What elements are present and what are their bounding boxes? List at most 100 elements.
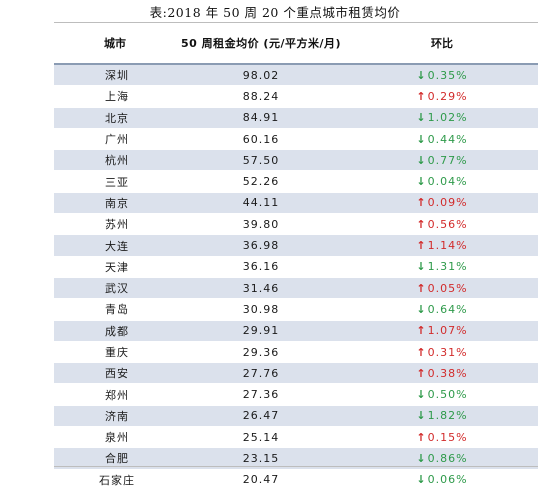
change-value: ↑ 1.07% xyxy=(416,324,467,337)
price-cell: 31.46 xyxy=(242,281,280,295)
change-value: ↑ 0.31% xyxy=(416,346,467,359)
change-cell: ↑ 0.05% xyxy=(346,282,538,295)
table-row: 大连 36.98 ↑ 1.14% xyxy=(54,235,538,257)
price-cell: 26.47 xyxy=(242,409,280,423)
change-value: ↑ 0.56% xyxy=(416,218,467,231)
arrow-down-icon: ↓ xyxy=(416,132,426,146)
table-row: 青岛 30.98 ↓ 0.64% xyxy=(54,299,538,321)
city-cell: 北京 xyxy=(105,111,129,125)
arrow-up-icon: ↑ xyxy=(416,281,426,295)
change-cell: ↑ 0.09% xyxy=(346,196,538,209)
table-row: 西安 27.76 ↑ 0.38% xyxy=(54,363,538,385)
city-cell: 三亚 xyxy=(105,175,129,189)
table-row: 三亚 52.26 ↓ 0.04% xyxy=(54,171,538,193)
change-value: ↑ 0.09% xyxy=(416,196,467,209)
change-cell: ↓ 1.31% xyxy=(346,260,538,273)
price-cell: 52.26 xyxy=(242,175,280,189)
city-cell: 杭州 xyxy=(105,154,129,168)
table-row: 石家庄 20.47 ↓ 0.06% xyxy=(54,469,538,491)
arrow-down-icon: ↓ xyxy=(416,260,426,274)
change-value: ↓ 0.77% xyxy=(416,154,467,167)
change-cell: ↑ 1.14% xyxy=(346,239,538,252)
change-cell: ↑ 0.56% xyxy=(346,218,538,231)
city-cell: 广州 xyxy=(105,133,129,147)
arrow-down-icon: ↓ xyxy=(416,153,426,167)
arrow-up-icon: ↑ xyxy=(416,196,426,210)
table-header-row: 城市 50 周租金均价 (元/平方米/月) 环比 xyxy=(54,23,538,65)
change-percent: 1.07% xyxy=(427,324,468,338)
change-value: ↑ 1.14% xyxy=(416,239,467,252)
change-value: ↑ 0.29% xyxy=(416,90,467,103)
header-change: 环比 xyxy=(431,37,453,50)
price-cell: 88.24 xyxy=(242,89,280,103)
change-cell: ↑ 0.29% xyxy=(346,90,538,103)
city-cell: 合肥 xyxy=(105,452,129,466)
city-cell: 大连 xyxy=(105,239,129,253)
change-cell: ↓ 1.02% xyxy=(346,111,538,124)
price-cell: 57.50 xyxy=(242,153,280,167)
city-cell: 郑州 xyxy=(105,388,129,402)
table-row: 杭州 57.50 ↓ 0.77% xyxy=(54,150,538,172)
change-value: ↓ 0.86% xyxy=(416,452,467,465)
arrow-up-icon: ↑ xyxy=(416,324,426,338)
rent-table: 城市 50 周租金均价 (元/平方米/月) 环比 深圳 98.02 ↓ 0.35% 上海… xyxy=(54,22,538,491)
price-cell: 84.91 xyxy=(242,111,280,125)
change-value: ↓ 0.44% xyxy=(416,133,467,146)
table-row: 南京 44.11 ↑ 0.09% xyxy=(54,192,538,215)
price-cell: 29.36 xyxy=(242,345,280,359)
table-row: 武汉 31.46 ↑ 0.05% xyxy=(54,277,538,300)
arrow-up-icon: ↑ xyxy=(416,366,426,380)
change-percent: 1.14% xyxy=(427,239,468,253)
change-value: ↓ 1.02% xyxy=(416,111,467,124)
price-cell: 20.47 xyxy=(242,473,280,487)
change-percent: 0.29% xyxy=(427,89,468,103)
change-percent: 1.82% xyxy=(427,409,468,423)
table-row: 重庆 29.36 ↑ 0.31% xyxy=(54,341,538,364)
change-percent: 0.50% xyxy=(427,388,468,402)
change-cell: ↑ 0.38% xyxy=(346,367,538,380)
table-row: 上海 88.24 ↑ 0.29% xyxy=(54,86,538,108)
change-cell: ↓ 0.86% xyxy=(346,452,538,465)
header-price: 50 周租金均价 (元/平方米/月) xyxy=(180,37,342,50)
price-cell: 36.98 xyxy=(242,239,280,253)
price-cell: 23.15 xyxy=(242,451,280,465)
change-cell: ↓ 0.04% xyxy=(346,175,538,188)
city-cell: 西安 xyxy=(105,367,129,381)
change-value: ↓ 0.04% xyxy=(416,175,467,188)
arrow-down-icon: ↓ xyxy=(416,68,426,82)
price-cell: 27.76 xyxy=(242,366,280,380)
city-cell: 泉州 xyxy=(105,431,129,445)
change-percent: 0.31% xyxy=(427,345,468,359)
table-row: 郑州 27.36 ↓ 0.50% xyxy=(54,384,538,406)
change-value: ↓ 0.64% xyxy=(416,303,467,316)
change-percent: 0.35% xyxy=(427,68,468,82)
change-cell: ↑ 0.15% xyxy=(346,431,538,444)
change-cell: ↓ 0.64% xyxy=(346,303,538,316)
change-cell: ↑ 1.07% xyxy=(346,324,538,337)
change-cell: ↓ 0.77% xyxy=(346,154,538,167)
price-cell: 44.11 xyxy=(242,196,280,210)
table-row: 济南 26.47 ↓ 1.82% xyxy=(54,405,538,428)
header-city: 城市 xyxy=(104,37,126,50)
change-percent: 0.77% xyxy=(427,153,468,167)
city-cell: 深圳 xyxy=(105,69,129,83)
change-percent: 0.05% xyxy=(427,281,468,295)
city-cell: 武汉 xyxy=(105,282,129,296)
arrow-down-icon: ↓ xyxy=(416,473,426,487)
arrow-up-icon: ↑ xyxy=(416,239,426,253)
change-percent: 0.09% xyxy=(427,196,468,210)
city-cell: 苏州 xyxy=(105,218,129,232)
city-cell: 上海 xyxy=(105,90,129,104)
change-percent: 0.44% xyxy=(427,132,468,146)
change-cell: ↑ 0.31% xyxy=(346,346,538,359)
change-value: ↑ 0.38% xyxy=(416,367,467,380)
change-percent: 0.04% xyxy=(427,175,468,189)
change-percent: 1.31% xyxy=(427,260,468,274)
change-cell: ↓ 0.50% xyxy=(346,388,538,401)
city-cell: 青岛 xyxy=(105,303,129,317)
change-value: ↓ 1.31% xyxy=(416,260,467,273)
table-bottom-border xyxy=(54,466,538,467)
price-cell: 30.98 xyxy=(242,302,280,316)
change-percent: 0.56% xyxy=(427,217,468,231)
city-cell: 南京 xyxy=(105,196,129,210)
